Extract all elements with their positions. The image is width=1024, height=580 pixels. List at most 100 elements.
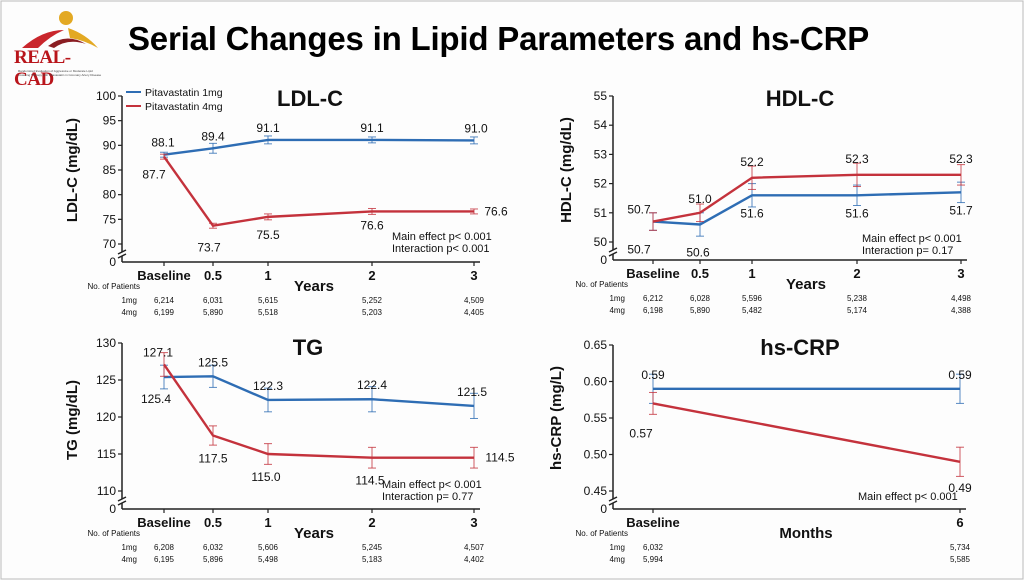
y-tick-label: 95	[103, 114, 117, 128]
panel-title: TG	[293, 335, 324, 360]
patients-row-label: 1mg	[609, 543, 625, 552]
x-tick-label: 6	[956, 515, 963, 530]
patients-count: 6,195	[154, 555, 175, 564]
data-label: 91.0	[464, 121, 488, 135]
data-label: 91.1	[360, 121, 384, 135]
y-tick-label: 52	[594, 177, 608, 191]
patients-count: 5,245	[362, 543, 383, 552]
series-line-4mg	[652, 402, 961, 463]
patients-count: 6,031	[203, 296, 224, 305]
y-tick-label-zero: 0	[109, 502, 116, 516]
patients-count: 6,199	[154, 308, 175, 317]
x-tick-label: 0.5	[204, 268, 222, 283]
y-tick-label: 80	[103, 188, 117, 202]
data-label: 0.59	[641, 368, 665, 382]
x-axis-label: Years	[294, 525, 334, 542]
x-tick-label: 0.5	[204, 515, 222, 530]
x-tick-label: Baseline	[626, 266, 679, 281]
patients-count: 5,896	[203, 555, 224, 564]
patients-header: No. of Patients	[88, 282, 140, 291]
x-tick-label: 2	[368, 515, 375, 530]
y-tick-label: 130	[96, 336, 116, 350]
y-tick-label: 100	[96, 89, 116, 103]
data-label: 125.5	[198, 355, 228, 369]
patients-count: 4,405	[464, 308, 485, 317]
y-tick-label: 50	[594, 235, 608, 249]
data-label: 87.7	[142, 168, 166, 182]
data-label: 88.1	[151, 136, 175, 150]
panel-crp	[608, 344, 966, 513]
patients-count: 4,388	[951, 306, 972, 315]
patients-count: 5,174	[847, 306, 868, 315]
real-cad-logo: REAL-CAD Randomized Evaluation of Aggres…	[8, 8, 108, 90]
series-line-1mg	[163, 375, 475, 408]
patients-row-label: 4mg	[609, 306, 625, 315]
x-tick-label: 3	[470, 515, 477, 530]
patients-count: 6,198	[643, 306, 664, 315]
patients-count: 5,606	[258, 543, 279, 552]
data-label: 51.7	[949, 203, 973, 217]
x-tick-label: Baseline	[137, 515, 190, 530]
patients-row-label: 4mg	[121, 555, 137, 564]
panel-title: hs-CRP	[760, 335, 839, 360]
x-tick-label: 3	[470, 268, 477, 283]
data-label: 73.7	[197, 241, 221, 255]
data-label: 52.2	[740, 155, 764, 169]
y-tick-label: 54	[594, 118, 608, 132]
x-tick-label: 3	[957, 266, 964, 281]
data-label: 122.3	[253, 379, 283, 393]
data-label: 114.5	[485, 451, 514, 465]
slide-title: Serial Changes in Lipid Parameters and h…	[128, 20, 870, 57]
patients-row-label: 4mg	[609, 555, 625, 564]
x-axis-label: Years	[294, 278, 334, 295]
patients-row-label: 1mg	[121, 543, 137, 552]
y-axis-label: hs-CRP (mg/L)	[548, 366, 565, 470]
patients-header: No. of Patients	[576, 280, 628, 289]
patients-count: 5,734	[950, 543, 971, 552]
data-label: 50.7	[627, 243, 651, 257]
stats-text: Main effect p< 0.001	[862, 233, 962, 245]
patients-row-label: 1mg	[121, 296, 137, 305]
data-label: 52.3	[845, 152, 869, 166]
patients-row-label: 1mg	[609, 294, 625, 303]
logo-emblem-icon	[22, 11, 98, 48]
x-axis-label: Months	[779, 525, 832, 542]
patients-count: 5,482	[742, 306, 763, 315]
panel-title: LDL-C	[277, 86, 343, 111]
y-tick-label: 110	[97, 484, 116, 498]
x-tick-label: 2	[368, 268, 375, 283]
y-tick-label: 55	[594, 89, 608, 103]
patients-header: No. of Patients	[88, 529, 140, 538]
patients-count: 5,518	[258, 308, 279, 317]
patients-count: 6,214	[154, 296, 175, 305]
x-axis-label: Years	[786, 276, 826, 293]
data-label: 89.4	[201, 129, 225, 143]
patients-count: 5,498	[258, 555, 279, 564]
patients-count: 4,507	[464, 543, 485, 552]
patients-count: 5,994	[643, 555, 664, 564]
x-tick-label: 0.5	[691, 266, 709, 281]
data-label: 75.5	[256, 228, 280, 242]
patients-count: 6,028	[690, 294, 711, 303]
patients-count: 6,032	[203, 543, 224, 552]
stats-text: Main effect p< 0.001	[392, 231, 492, 243]
y-tick-label: 125	[96, 373, 116, 387]
patients-count: 5,183	[362, 555, 383, 564]
data-label: 50.7	[627, 203, 651, 217]
series-line-4mg	[163, 155, 474, 228]
patients-count: 5,238	[847, 294, 868, 303]
patients-count: 4,402	[464, 555, 485, 564]
y-tick-label: 53	[594, 147, 608, 161]
data-label: 0.59	[948, 368, 972, 382]
stats-text: Interaction p= 0.17	[862, 245, 953, 257]
x-tick-label: Baseline	[137, 268, 190, 283]
x-tick-label: 2	[853, 266, 860, 281]
panel-title: HDL-C	[766, 86, 835, 111]
x-tick-label: 1	[264, 515, 271, 530]
data-label: 76.6	[484, 204, 508, 218]
x-tick-label: 1	[264, 268, 271, 283]
patients-count: 5,585	[950, 555, 971, 564]
data-label: 122.4	[357, 378, 387, 392]
x-tick-label: Baseline	[626, 515, 679, 530]
